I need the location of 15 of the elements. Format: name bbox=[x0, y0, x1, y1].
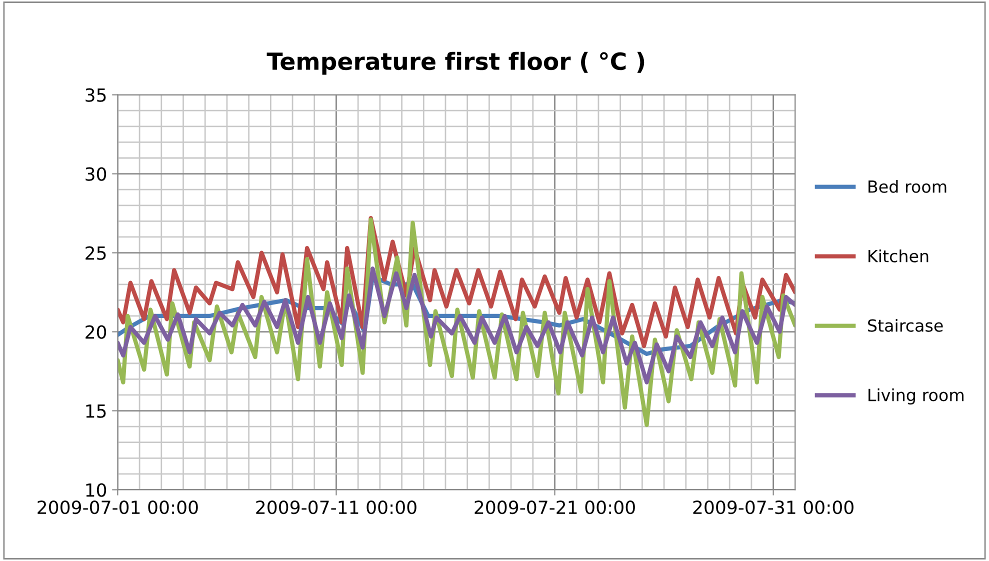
x-tick-label: 2009-07-01 00:00 bbox=[38, 500, 198, 514]
y-tick-label: 30 bbox=[86, 167, 106, 181]
legend-label: Staircase bbox=[868, 318, 943, 332]
y-tick-label: 20 bbox=[86, 325, 106, 339]
x-tick-label: 2009-07-11 00:00 bbox=[256, 500, 416, 514]
legend-label: Bed room bbox=[868, 180, 946, 193]
y-tick-label: 35 bbox=[86, 88, 106, 102]
x-tick-label: 2009-07-21 00:00 bbox=[474, 500, 635, 514]
legend-label: Kitchen bbox=[868, 249, 928, 262]
y-tick-label: 25 bbox=[86, 246, 106, 260]
y-tick-label: 10 bbox=[86, 483, 106, 497]
y-tick-label: 15 bbox=[86, 404, 106, 418]
legend-label: Living room bbox=[868, 388, 964, 405]
chart-title: Temperature first floor ( °C ) bbox=[266, 52, 644, 75]
x-tick-label: 2009-07-31 00:00 bbox=[693, 500, 854, 514]
